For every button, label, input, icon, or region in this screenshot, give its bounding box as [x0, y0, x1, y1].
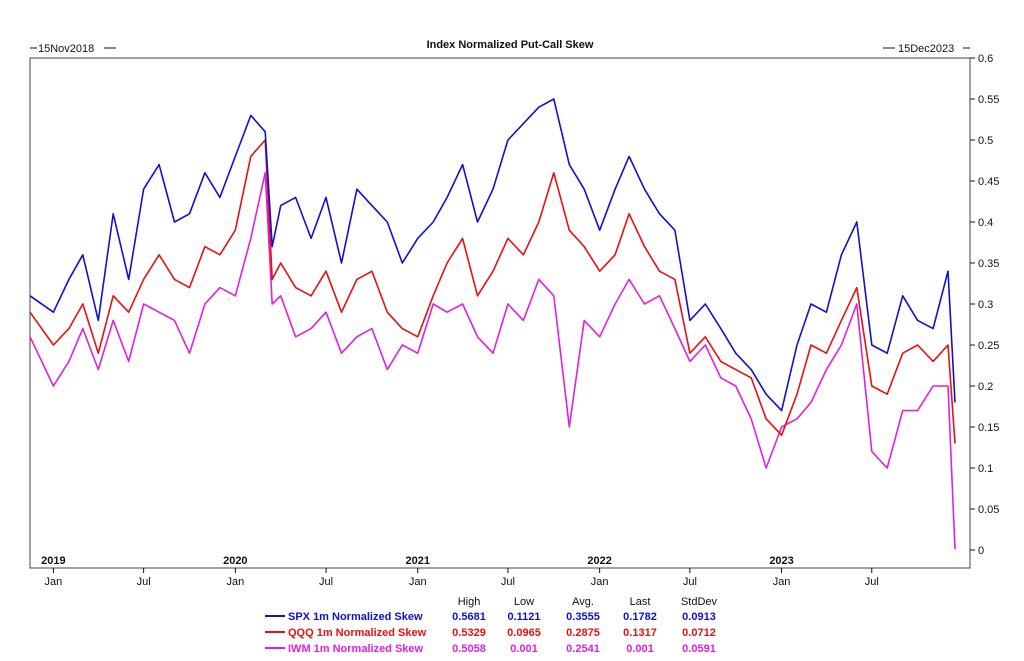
x-tick-label: Jan: [773, 576, 791, 588]
legend-header-high: High: [458, 596, 481, 608]
end-date-tag: 15Dec2023: [883, 43, 970, 55]
x-year-label: 2021: [406, 555, 430, 567]
x-tick-label: Jan: [45, 576, 63, 588]
y-tick-label: 0.3: [978, 299, 993, 311]
legend-row-spx: SPX 1m Normalized Skew 0.5681 0.1121 0.3…: [265, 611, 716, 623]
y-tick-label: 0.1: [978, 463, 993, 475]
y-tick-label: 0.4: [978, 217, 993, 229]
start-date-tag: 15Nov2018: [30, 43, 116, 55]
legend-header-avg: Avg.: [572, 596, 594, 608]
x-axis: Jan Jul Jan Jul Jan Jul Jan Jul Jan Jul 2019 2020 20…: [41, 555, 879, 588]
y-tick-label: 0.6: [978, 53, 993, 65]
y-axis: 0 0.05 0.1 0.15 0.2 0.25 0.3 0.35 0.4 0.45 0.5 0.55…: [970, 53, 999, 557]
series-line-spx: [29, 98, 956, 412]
y-tick-label: 0: [978, 545, 984, 557]
legend-name-spx: SPX 1m Normalized Skew: [288, 611, 423, 623]
legend-high-spx: 0.5681: [452, 611, 486, 623]
y-tick-label: 0.35: [978, 258, 999, 270]
x-tick-label: Jul: [865, 576, 879, 588]
x-tick-label: Jul: [501, 576, 515, 588]
legend-stddev-qqq: 0.0712: [682, 627, 716, 639]
x-year-label: 2022: [587, 555, 611, 567]
chart-title: Index Normalized Put-Call Skew: [427, 39, 594, 51]
y-tick-label: 0.5: [978, 135, 993, 147]
legend-low-spx: 0.1121: [507, 611, 540, 623]
series-line-iwm: [29, 172, 956, 550]
legend-avg-qqq: 0.2875: [566, 627, 600, 639]
series-line-qqq: [29, 139, 956, 444]
x-tick-label: Jul: [683, 576, 697, 588]
y-tick-label: 0.15: [978, 422, 999, 434]
legend-stddev-iwm: 0.0591: [682, 643, 716, 655]
series-layer: [29, 98, 956, 550]
legend-header-stddev: StdDev: [681, 596, 718, 608]
legend: High Low Avg. Last StdDev SPX 1m Normali…: [265, 596, 718, 655]
legend-low-qqq: 0.0965: [507, 627, 541, 639]
x-year-label: 2019: [41, 555, 65, 567]
y-tick-label: 0.2: [978, 381, 993, 393]
x-year-label: 2020: [223, 555, 247, 567]
legend-avg-spx: 0.3555: [566, 611, 600, 623]
legend-row-iwm: IWM 1m Normalized Skew 0.5058 0.001 0.25…: [265, 643, 716, 655]
legend-high-iwm: 0.5058: [452, 643, 486, 655]
legend-last-spx: 0.1782: [623, 611, 657, 623]
plot-area: [29, 57, 971, 569]
legend-name-iwm: IWM 1m Normalized Skew: [288, 643, 424, 655]
legend-last-iwm: 0.001: [626, 643, 654, 655]
legend-high-qqq: 0.5329: [452, 627, 486, 639]
y-tick-label: 0.55: [978, 94, 999, 106]
legend-low-iwm: 0.001: [510, 643, 538, 655]
x-tick-label: Jul: [137, 576, 151, 588]
y-tick-label: 0.45: [978, 176, 999, 188]
x-tick-label: Jul: [319, 576, 333, 588]
y-tick-label: 0.25: [978, 340, 999, 352]
legend-last-qqq: 0.1317: [623, 627, 657, 639]
end-date-label: 15Dec2023: [898, 43, 954, 55]
legend-stddev-spx: 0.0913: [682, 611, 716, 623]
legend-name-qqq: QQQ 1m Normalized Skew: [288, 627, 427, 639]
x-tick-label: Jan: [409, 576, 427, 588]
x-year-label: 2023: [769, 555, 793, 567]
legend-row-qqq: QQQ 1m Normalized Skew 0.5329 0.0965 0.2…: [265, 627, 716, 639]
start-date-label: 15Nov2018: [38, 43, 94, 55]
x-tick-label: Jan: [591, 576, 609, 588]
x-tick-label: Jan: [226, 576, 244, 588]
legend-header-low: Low: [514, 596, 534, 608]
y-tick-label: 0.05: [978, 504, 999, 516]
legend-header-last: Last: [630, 596, 651, 608]
legend-avg-iwm: 0.2541: [566, 643, 600, 655]
